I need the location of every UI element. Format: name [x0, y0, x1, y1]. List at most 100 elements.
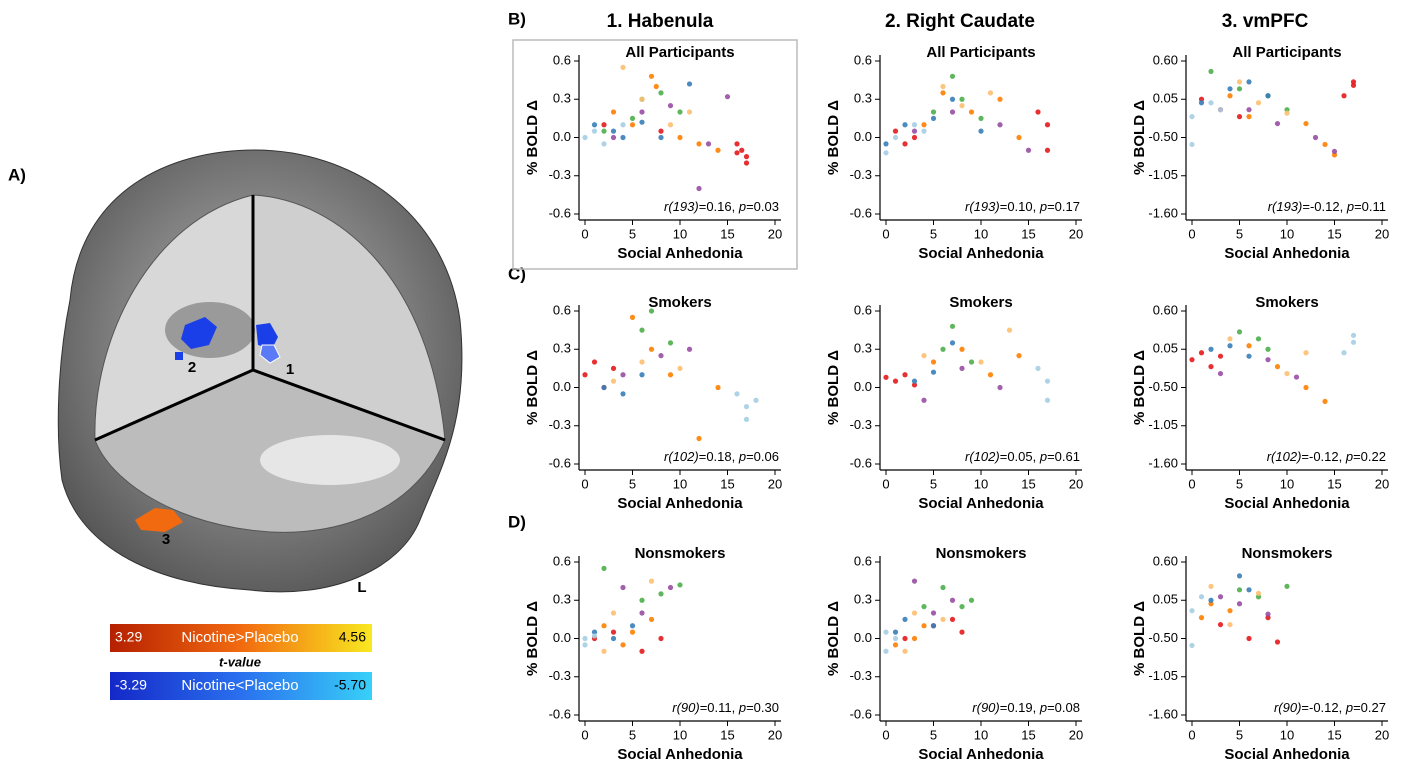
stat-df: r(90) — [972, 700, 999, 715]
subplot-title: All Participants — [625, 44, 734, 61]
y-tick-label: -1.60 — [1148, 205, 1178, 220]
data-point — [940, 84, 945, 89]
data-point — [620, 372, 625, 377]
colorbar-max: -5.70 — [334, 677, 366, 693]
data-point — [950, 97, 955, 102]
colorbar-min: -3.29 — [115, 677, 147, 693]
data-point — [582, 642, 587, 647]
x-tick-label: 20 — [768, 727, 782, 742]
data-point — [883, 375, 888, 380]
data-point — [696, 186, 701, 191]
stat-annotation: r(90)=0.19, p=0.08 — [972, 700, 1080, 715]
data-point — [1246, 587, 1251, 592]
data-point — [883, 150, 888, 155]
column-title: 2. Right Caudate — [885, 11, 1035, 32]
data-point — [592, 359, 597, 364]
subplot-title: Smokers — [648, 294, 711, 311]
stat-annotation: r(193)=0.16, p=0.03 — [664, 199, 779, 214]
x-tick-label: 0 — [882, 226, 889, 241]
x-tick-label: 15 — [1327, 727, 1341, 742]
data-point — [639, 649, 644, 654]
data-point — [940, 347, 945, 352]
data-point — [921, 353, 926, 358]
data-point — [1045, 398, 1050, 403]
data-point — [744, 154, 749, 159]
data-point — [1199, 350, 1204, 355]
x-tick-label: 10 — [673, 476, 687, 491]
data-point — [1246, 636, 1251, 641]
x-axis-label: Social Anhedonia — [617, 245, 743, 262]
data-point — [611, 610, 616, 615]
data-point — [649, 347, 654, 352]
data-point — [658, 135, 663, 140]
data-point — [921, 398, 926, 403]
stat-r: =0.18, — [699, 449, 739, 464]
data-point — [601, 129, 606, 134]
stat-df: r(102) — [1267, 449, 1302, 464]
brain — [58, 150, 462, 592]
y-axis-label: % BOLD Δ — [825, 100, 842, 175]
y-tick-label: 0.3 — [854, 341, 872, 356]
data-point — [1322, 142, 1327, 147]
x-tick-label: 0 — [882, 476, 889, 491]
data-point — [1341, 93, 1346, 98]
data-point — [753, 398, 758, 403]
x-axis-label: Social Anhedonia — [1224, 245, 1350, 262]
data-point — [1275, 121, 1280, 126]
data-point — [950, 617, 955, 622]
panel-label: B) — [508, 9, 526, 28]
data-point — [997, 385, 1002, 390]
data-point — [921, 623, 926, 628]
data-point — [931, 623, 936, 628]
y-tick-label: 0.3 — [553, 592, 571, 607]
stat-p: =0.17 — [1047, 199, 1080, 214]
data-point — [687, 81, 692, 86]
y-tick-label: -1.05 — [1148, 668, 1178, 683]
y-axis-label: % BOLD Δ — [825, 601, 842, 676]
colorbar-label: Nicotine>Placebo — [181, 629, 298, 646]
stat-p: =0.61 — [1047, 449, 1080, 464]
data-point — [1275, 364, 1280, 369]
data-point — [883, 649, 888, 654]
panel-label: A) — [8, 165, 26, 184]
data-point — [959, 604, 964, 609]
data-point — [1284, 584, 1289, 589]
stat-r: =0.10, — [1000, 199, 1040, 214]
x-axis-label: Social Anhedonia — [1224, 495, 1350, 512]
y-tick-label: 0.3 — [553, 91, 571, 106]
data-point — [1256, 591, 1261, 596]
data-point — [592, 633, 597, 638]
data-point — [1313, 135, 1318, 140]
data-point — [706, 141, 711, 146]
colorbar-title: t-value — [219, 654, 261, 669]
data-point — [940, 585, 945, 590]
data-point — [620, 391, 625, 396]
data-point — [1256, 336, 1261, 341]
stat-annotation: r(90)=0.11, p=0.30 — [672, 700, 779, 715]
x-axis-label: Social Anhedonia — [1224, 746, 1350, 763]
data-point — [1265, 93, 1270, 98]
x-tick-label: 5 — [1236, 727, 1243, 742]
y-tick-label: -0.6 — [850, 706, 872, 721]
x-tick-label: 20 — [1375, 476, 1389, 491]
stat-p: =0.27 — [1353, 700, 1386, 715]
y-tick-label: -1.60 — [1148, 706, 1178, 721]
data-point — [582, 372, 587, 377]
y-axis-label: % BOLD Δ — [1131, 601, 1148, 676]
data-point — [601, 385, 606, 390]
data-point — [921, 604, 926, 609]
x-tick-label: 5 — [1236, 226, 1243, 241]
data-point — [1351, 333, 1356, 338]
y-axis-label: % BOLD Δ — [1131, 100, 1148, 175]
data-point — [902, 617, 907, 622]
data-point — [1045, 122, 1050, 127]
stat-annotation: r(193)=0.10, p=0.17 — [965, 199, 1080, 214]
data-point — [620, 65, 625, 70]
x-tick-label: 0 — [882, 727, 889, 742]
data-point — [668, 122, 673, 127]
figure: A) B) C) D) 1. Habenula 2. Right Caudate… — [0, 0, 1407, 767]
side-label: L — [357, 579, 366, 596]
x-tick-label: 15 — [720, 226, 734, 241]
stat-r: =0.05, — [1000, 449, 1040, 464]
panel-label: D) — [508, 512, 526, 531]
